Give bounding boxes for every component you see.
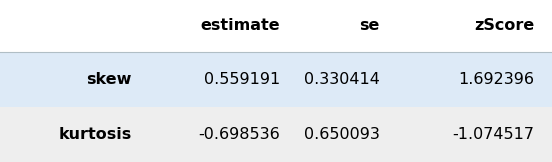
Bar: [0, 0, 552, 52]
Text: 0.330414: 0.330414: [304, 72, 380, 87]
Text: estimate: estimate: [201, 18, 280, 33]
Text: 0.650093: 0.650093: [304, 127, 380, 142]
Text: kurtosis: kurtosis: [58, 127, 131, 142]
Text: se: se: [359, 18, 380, 33]
Text: 1.692396: 1.692396: [458, 72, 534, 87]
Text: -1.074517: -1.074517: [452, 127, 534, 142]
Text: -0.698536: -0.698536: [199, 127, 280, 142]
Text: 0.559191: 0.559191: [204, 72, 280, 87]
Bar: [0, 52, 552, 107]
Bar: [0, 107, 552, 162]
Text: skew: skew: [86, 72, 131, 87]
Text: zScore: zScore: [474, 18, 534, 33]
